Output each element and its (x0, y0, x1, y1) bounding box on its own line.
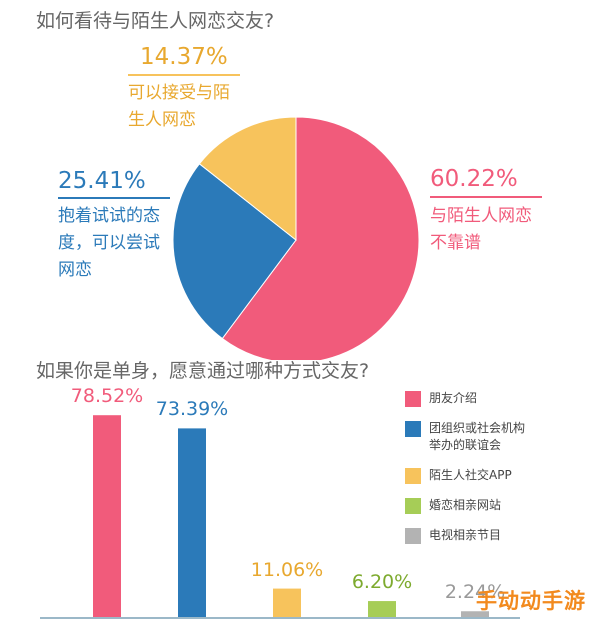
pie-desc-0-line-0: 与陌生人网恋 (430, 206, 532, 226)
pie-underline-1 (58, 197, 170, 199)
legend-label-1: 团组织或社会机构 举办的联谊会 (429, 420, 559, 454)
bar-value-label-3: 6.20% (351, 571, 413, 594)
pie-slice-1 (172, 163, 297, 340)
pie-desc-1-line-0: 抱着试试的态 (58, 206, 160, 226)
legend-item-4: 电视相亲节目 (405, 527, 559, 544)
pie-desc-1: 抱着试试的态 度，可以尝试 网恋 (58, 203, 160, 284)
legend-item-0: 朋友介绍 (405, 390, 559, 407)
legend-label-1-line-0: 团组织或社会机构 (429, 421, 526, 435)
pie-desc-2: 可以接受与陌 生人网恋 (128, 80, 230, 134)
pie-desc-1-line-2: 网恋 (58, 260, 92, 280)
legend-label-4: 电视相亲节目 (429, 527, 559, 544)
legend-label-3-line-0: 婚恋相亲网站 (429, 498, 502, 512)
bar-3 (368, 601, 396, 617)
bar-baseline (40, 617, 520, 619)
legend-swatch-1 (405, 421, 421, 437)
legend-item-2: 陌生人社交APP (405, 467, 559, 484)
bar-chart-title: 如果你是单身，愿意通过哪种方式交友? (36, 360, 370, 382)
pie-desc-0: 与陌生人网恋 不靠谱 (430, 203, 532, 257)
bar-value-label-2: 11.06% (250, 558, 324, 581)
legend-swatch-0 (405, 391, 421, 407)
legend-label-1-line-1: 举办的联谊会 (429, 438, 502, 452)
pie-underline-0 (430, 196, 542, 198)
legend-label-0-line-0: 朋友介绍 (429, 391, 478, 405)
pie-chart-title: 如何看待与陌生人网恋交友? (36, 10, 275, 32)
bar-legend: 朋友介绍 团组织或社会机构 举办的联谊会 陌生人社交APP 婚恋相亲网站 电视相… (405, 390, 559, 557)
pie-desc-2-line-1: 生人网恋 (128, 110, 196, 130)
legend-label-3: 婚恋相亲网站 (429, 497, 559, 514)
legend-item-1: 团组织或社会机构 举办的联谊会 (405, 420, 559, 454)
bar-4 (461, 611, 489, 617)
bar-value-label-4: 2.24% (444, 581, 506, 604)
legend-swatch-2 (405, 468, 421, 484)
bar-2 (273, 588, 301, 617)
legend-label-0: 朋友介绍 (429, 390, 559, 407)
legend-label-2: 陌生人社交APP (429, 467, 559, 484)
legend-label-2-line-0: 陌生人社交APP (429, 468, 512, 482)
pie-slice-2 (198, 116, 297, 242)
bar-1 (178, 428, 206, 617)
pie-pct-label-1: 25.41% (58, 168, 146, 194)
bar-value-label-1: 73.39% (155, 398, 229, 421)
legend-item-3: 婚恋相亲网站 (405, 497, 559, 514)
legend-swatch-4 (405, 528, 421, 544)
pie-desc-2-line-0: 可以接受与陌 (128, 83, 230, 103)
pie-slice-0 (221, 116, 420, 360)
pie-underline-2 (128, 74, 240, 76)
pie-pct-label-2: 14.37% (140, 44, 228, 70)
pie-desc-1-line-1: 度，可以尝试 (58, 233, 160, 253)
pie-pct-label-0: 60.22% (430, 166, 518, 192)
pie-chart (172, 116, 420, 360)
legend-swatch-3 (405, 498, 421, 514)
bar-value-label-0: 78.52% (70, 385, 144, 408)
pie-desc-0-line-1: 不靠谱 (430, 233, 481, 253)
watermark-text: 手动动手游 (476, 589, 586, 613)
bar-0 (93, 415, 121, 617)
legend-label-4-line-0: 电视相亲节目 (429, 528, 502, 542)
